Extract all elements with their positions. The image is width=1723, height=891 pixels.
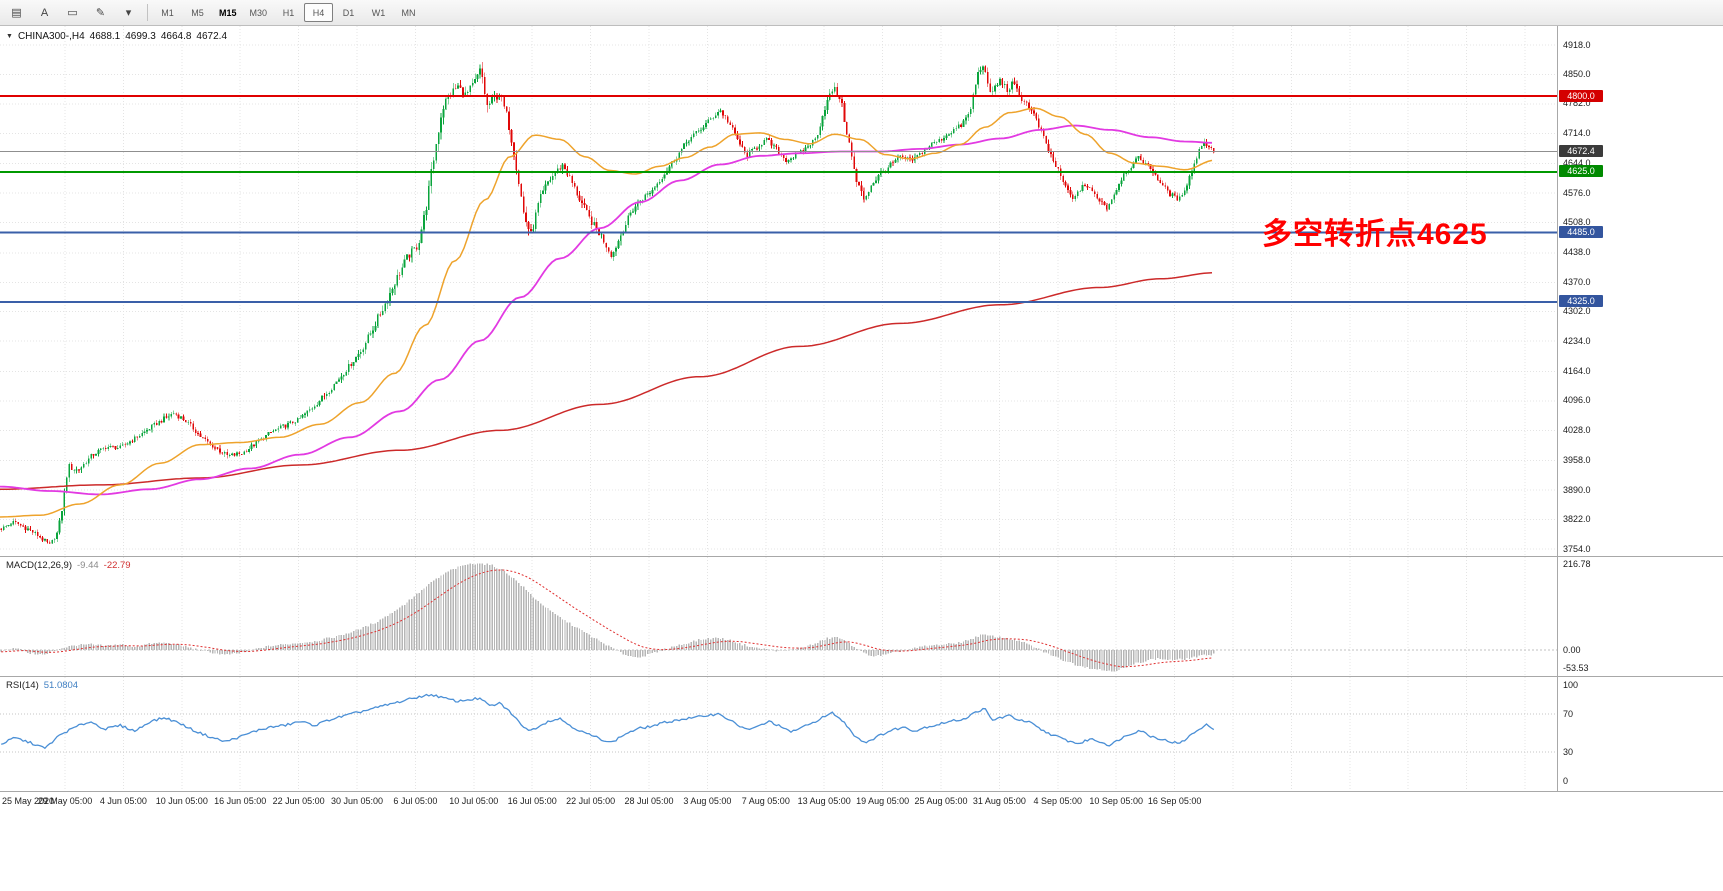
- price-axis-label: 4918.0: [1563, 39, 1591, 50]
- candlestick-chart[interactable]: [0, 26, 1557, 557]
- panel-separator[interactable]: [0, 676, 1723, 677]
- time-axis-label: 4 Sep 05:00: [1033, 796, 1083, 806]
- time-axis-label: 16 Jun 05:00: [214, 796, 267, 806]
- timeframe-button-D1[interactable]: D1: [342, 7, 355, 18]
- timeframe-button-H1[interactable]: H1: [282, 7, 295, 18]
- time-axis-label: 22 Jun 05:00: [272, 796, 325, 806]
- time-axis-label: 10 Jul 05:00: [449, 796, 499, 806]
- timeframe-button-H4[interactable]: H4: [304, 3, 334, 22]
- macd-axis-label: 0.00: [1563, 645, 1581, 655]
- time-axis-label: 10 Sep 05:00: [1089, 796, 1143, 806]
- rsi-axis-label: 30: [1563, 747, 1574, 758]
- collapse-caret-icon[interactable]: ▼: [6, 33, 13, 40]
- price-axis-label: 3890.0: [1563, 484, 1591, 495]
- rsi-chart[interactable]: [0, 677, 1557, 792]
- macd-name: MACD(12,26,9): [6, 560, 72, 571]
- chart-header: ▼ CHINA300-,H4 4688.1 4699.3 4664.8 4672…: [6, 31, 227, 42]
- price-axis-label: 3822.0: [1563, 514, 1591, 525]
- axis-separator: [1557, 26, 1558, 792]
- time-axis-label: 25 May 2020: [2, 796, 55, 806]
- rsi-axis: 100 70 30 0: [1558, 677, 1722, 792]
- macd-chart[interactable]: [0, 557, 1557, 677]
- panel-separator[interactable]: [0, 556, 1723, 557]
- price-axis: 4918.0 4850.0 4782.0 4714.0 4644.0 4576.0 4508…: [1558, 26, 1722, 557]
- time-axis-label: 10 Jun 05:00: [155, 796, 208, 806]
- rsi-label: RSI(14) 51.0804: [6, 680, 78, 691]
- cursor-a-tool-icon[interactable]: A: [40, 6, 49, 19]
- rsi-axis-label: 100: [1563, 680, 1579, 690]
- timeframe-button-W1[interactable]: W1: [371, 7, 386, 18]
- time-axis-label: 28 Jul 05:00: [624, 796, 674, 806]
- main-chart-panel[interactable]: ▼ CHINA300-,H4 4688.1 4699.3 4664.8 4672…: [0, 26, 1557, 557]
- price-axis-label: 4782.0: [1563, 98, 1591, 109]
- macd-panel[interactable]: MACD(12,26,9) -9.44 -22.79: [0, 557, 1557, 677]
- timeframe-button-M15[interactable]: M15: [219, 7, 237, 18]
- price-axis-label: 4576.0: [1563, 187, 1591, 198]
- time-axis-label: 16 Jul 05:00: [507, 796, 557, 806]
- time-axis-label: 3 Aug 05:00: [683, 796, 732, 806]
- time-axis-label: 13 Aug 05:00: [797, 796, 851, 806]
- timeframe-toolbar: M1 M5 M15 M30 H1 H4 D1 W1 MN: [153, 3, 423, 22]
- time-axis-label: 31 Aug 05:00: [972, 796, 1026, 806]
- timeframe-button-M30[interactable]: M30: [249, 7, 268, 18]
- panel-separator: [0, 791, 1723, 792]
- macd-axis-label: -53.53: [1563, 663, 1589, 673]
- price-tag: 4800.0: [1559, 89, 1603, 102]
- macd-axis: 216.78 0.00 -53.53: [1558, 557, 1722, 677]
- close-value: 4672.4: [196, 31, 228, 42]
- price-tag: 4485.0: [1559, 225, 1603, 238]
- price-axis-label: 4302.0: [1563, 306, 1591, 317]
- timeframe-button-MN[interactable]: MN: [401, 7, 416, 18]
- macd-main-value: -9.44: [77, 560, 99, 571]
- price-axis-label: 4096.0: [1563, 395, 1591, 406]
- price-axis-label: 4714.0: [1563, 127, 1591, 138]
- rsi-axis-label: 70: [1563, 708, 1574, 719]
- price-tag: 4325.0: [1559, 295, 1603, 308]
- dropdown-caret-icon[interactable]: ▾: [125, 7, 132, 19]
- high-value: 4699.3: [125, 31, 156, 42]
- symbol-label: CHINA300-,H4: [17, 31, 85, 42]
- price-axis-label: 4164.0: [1563, 365, 1591, 376]
- price-axis-label: 4028.0: [1563, 424, 1591, 435]
- price-axis-label: 3754.0: [1563, 543, 1591, 554]
- price-axis-label: 3958.0: [1563, 455, 1591, 466]
- time-axis-label: 16 Sep 05:00: [1147, 796, 1202, 806]
- price-tag: 4625.0: [1559, 165, 1603, 178]
- price-axis-label: 4644.0: [1563, 158, 1591, 169]
- price-axis-label: 4370.0: [1563, 276, 1591, 287]
- rsi-panel[interactable]: RSI(14) 51.0804: [0, 677, 1557, 792]
- rsi-value: 51.0804: [43, 680, 79, 691]
- timeframe-button-M1[interactable]: M1: [161, 7, 174, 18]
- low-value: 4664.8: [160, 31, 192, 42]
- macd-axis-label: 216.78: [1563, 559, 1591, 569]
- toolbar: ▤ A ▭ ✎ ▾ M1 M5 M15 M30 H1 H4 D1 W1 MN: [0, 0, 1723, 26]
- timeframe-button-M5[interactable]: M5: [191, 7, 204, 18]
- price-axis-label: 4234.0: [1563, 335, 1591, 346]
- price-axis-label: 4850.0: [1563, 68, 1591, 79]
- time-axis-label: 30 Jun 05:00: [330, 796, 384, 806]
- annotation-text: 多空转折点4625: [1262, 218, 1488, 251]
- rsi-axis-label: 0: [1563, 776, 1569, 786]
- time-axis-label: 4 Jun 05:00: [99, 796, 147, 806]
- text-box-tool-icon[interactable]: ▭: [67, 7, 78, 19]
- drawing-tools-icon[interactable]: ✎: [95, 7, 106, 19]
- toolbar-separator: [147, 4, 148, 21]
- time-axis-label: 22 Jul 05:00: [566, 796, 616, 806]
- tool-icons-group: ▤ A ▭ ✎ ▾: [3, 2, 142, 23]
- time-axis-label: 6 Jul 05:00: [393, 796, 438, 806]
- time-axis-label: 19 Aug 05:00: [856, 796, 910, 806]
- time-axis-label: 25 Aug 05:00: [914, 796, 968, 806]
- time-axis-label: 29 May 05:00: [37, 796, 93, 806]
- macd-label: MACD(12,26,9) -9.44 -22.79: [6, 560, 131, 571]
- time-axis: 25 May 2020 29 May 05:00 4 Jun 05:00 10 Jun…: [0, 792, 1723, 812]
- price-axis-label: 4438.0: [1563, 247, 1591, 258]
- chart-list-icon[interactable]: ▤: [11, 7, 22, 19]
- time-axis-label: 7 Aug 05:00: [741, 796, 790, 806]
- rsi-name: RSI(14): [6, 680, 39, 691]
- macd-signal-value: -22.79: [103, 560, 131, 571]
- price-tag: 4672.4: [1559, 144, 1603, 157]
- open-value: 4688.1: [89, 31, 121, 42]
- price-axis-label: 4508.0: [1563, 217, 1591, 228]
